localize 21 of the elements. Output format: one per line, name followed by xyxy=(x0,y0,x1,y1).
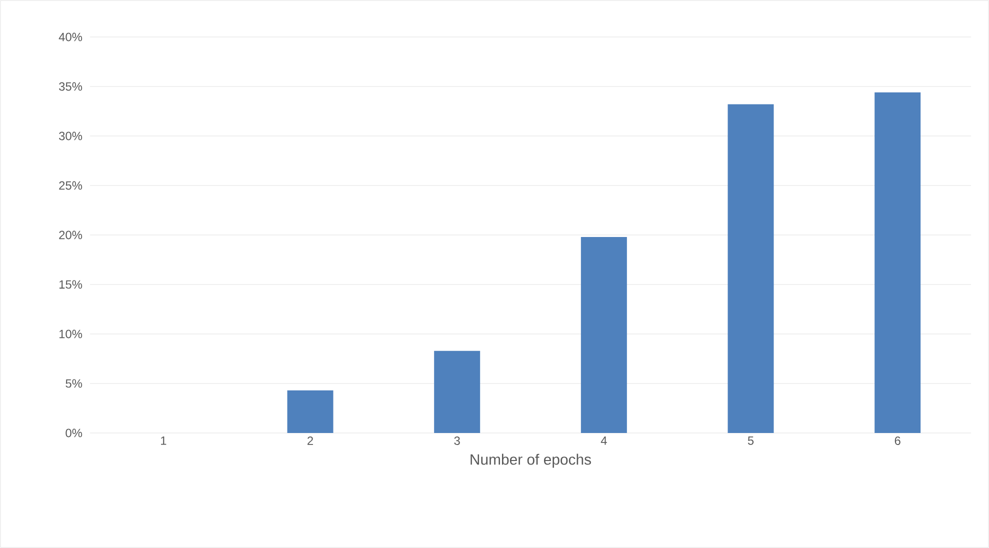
x-tick-label: 3 xyxy=(454,436,460,445)
bar xyxy=(287,390,334,433)
x-tick-label: 2 xyxy=(308,436,313,445)
y-tick-label: 40% xyxy=(58,32,82,42)
y-tick-label: 10% xyxy=(59,330,82,338)
y-tick-label: 0% xyxy=(66,428,82,438)
y-tick-label: 20% xyxy=(59,230,82,240)
x-tick-label: 4 xyxy=(600,436,607,445)
y-tick-label: 35% xyxy=(59,82,82,91)
x-axis-title: Number of epochs xyxy=(470,454,591,468)
bar xyxy=(728,104,774,433)
y-tick-label: 5% xyxy=(66,379,82,388)
x-tick-label: 5 xyxy=(748,436,754,445)
bar xyxy=(580,236,627,433)
bar xyxy=(434,350,480,433)
x-tick-label: 1 xyxy=(161,436,166,445)
y-tick-label: 25% xyxy=(59,181,82,190)
y-tick-label: 15% xyxy=(59,280,82,289)
y-tick-label: 30% xyxy=(59,132,82,140)
x-tick-label: 6 xyxy=(894,436,900,445)
bar xyxy=(874,92,921,433)
